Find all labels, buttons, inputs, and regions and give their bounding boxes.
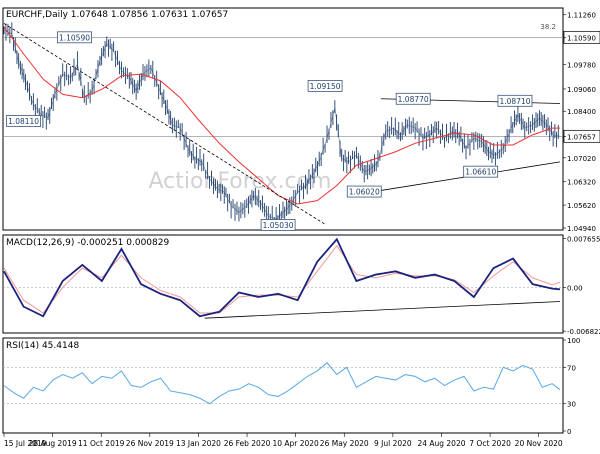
price-close-line (3, 29, 561, 220)
price-annotation-box (395, 92, 431, 105)
macd-pane-title: MACD(12,26,9) -0.000251 0.000829 (6, 238, 169, 248)
rsi-line (3, 362, 561, 405)
x-tick-label: 11 Oct 2019 (78, 439, 125, 448)
rsi-y-tick-label: 30 (567, 401, 576, 409)
x-tick-label: 26 May 2020 (320, 439, 369, 448)
macd-line (3, 237, 561, 318)
x-tick-label: 26 Nov 2019 (126, 439, 174, 448)
price-annotation-label: 1.09150 (310, 82, 341, 91)
price-y-tick-label: 1.08400 (567, 108, 596, 116)
macd-signal-line (3, 244, 561, 314)
price-annotation-label: 1.06610 (465, 168, 496, 177)
price-pane-title: EURCHF,Daily 1.07648 1.07856 1.07631 1.0… (6, 10, 228, 20)
x-tick-label: 9 Jul 2020 (374, 439, 412, 448)
fib-label: 38.2 (540, 23, 556, 31)
price-y-tick-label: 1.11260 (567, 12, 596, 20)
price-y-tick-label: 1.10590 (567, 34, 596, 42)
price-annotation-label: 1.08710 (499, 97, 530, 106)
price-annotation-label: 1.05030 (263, 221, 294, 230)
price-annotation-box (6, 115, 41, 127)
x-tick-label: 24 Aug 2020 (417, 439, 465, 448)
price-y-tick-label: 1.07020 (567, 155, 596, 163)
price-y-tick-label: 1.09780 (567, 62, 596, 70)
price-y-tick-label: 1.04940 (567, 225, 596, 233)
price-y-tick-label: 1.09060 (567, 86, 596, 94)
x-tick-label: 7 Oct 2020 (469, 439, 511, 448)
x-tick-label: 15 Jul 2019 (4, 439, 47, 448)
price-annotation-box (497, 94, 533, 107)
rsi-y-tick-label: 70 (567, 364, 576, 372)
macd-pane-frame (2, 234, 564, 334)
price-y-tick-label: 1.06320 (567, 178, 596, 186)
price-y-tick-label: 1.07657 (567, 133, 596, 141)
price-y-tick-label: 1.05620 (567, 202, 596, 210)
price-annotation-box (463, 165, 499, 178)
watermark: ActionForex.com (149, 169, 332, 194)
macd-y-tick-label: -0.006822 (567, 328, 600, 336)
x-tick-label: 26 Feb 2020 (224, 439, 271, 448)
axis-layer: 1.11260 1.10590 1.09780 1.09060 1.08400 1.076… (3, 12, 600, 448)
price-annotation-box (346, 185, 382, 198)
macd-trendline (204, 301, 561, 319)
price-annotation-label: 1.06020 (349, 188, 380, 197)
macd-layer (3, 237, 563, 319)
x-tick-label: 10 Apr 2020 (272, 439, 319, 448)
price-annotation-label: 1.08110 (8, 117, 39, 126)
price-annotation-label: 1.10590 (59, 33, 90, 42)
rsi-layer (3, 362, 563, 405)
x-tick-label: 13 Jan 2020 (176, 439, 221, 448)
price-annotation-box (307, 80, 343, 92)
x-tick-label: 20 Nov 2020 (515, 439, 563, 448)
rsi-y-tick-label: 0 (567, 428, 571, 436)
price-trendline (3, 23, 326, 225)
price-annotation-box (260, 219, 296, 231)
price-annotation-label: 1.08770 (398, 95, 429, 104)
rsi-pane-frame (2, 337, 564, 434)
rsi-y-tick-label: 100 (567, 337, 580, 345)
rsi-pane-title: RSI(14) 45.4148 (6, 341, 79, 351)
macd-y-tick-label: 0.007655 (567, 235, 600, 243)
macd-y-tick-label: 0.00 (567, 284, 583, 292)
price-annotation-box (57, 31, 92, 44)
x-tick-label: 28 Aug 2019 (29, 439, 77, 448)
price-ma-line (3, 26, 560, 205)
price-layer: 38.2 1.10590 1.08110 1.09150 1.08770 1.08710 1… (3, 22, 563, 231)
